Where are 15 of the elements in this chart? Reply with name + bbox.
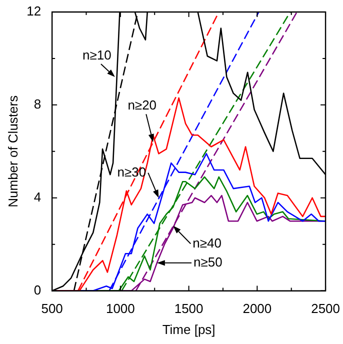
x-tick-label: 1500 xyxy=(174,301,204,316)
x-axis-title: Time [ps] xyxy=(162,322,216,337)
y-axis-title: Number of Clusters xyxy=(5,94,20,208)
annotation: n≥40 xyxy=(192,235,222,250)
x-tick-label: 2000 xyxy=(242,301,272,316)
x-tick-label: 1000 xyxy=(106,301,135,316)
y-tick-label: 12 xyxy=(26,4,42,19)
annotation: n≥50 xyxy=(194,254,222,270)
y-tick-label: 4 xyxy=(34,189,42,204)
y-tick-label: 0 xyxy=(34,282,42,298)
annotation: n≥20 xyxy=(128,98,157,113)
annotation: n≥10 xyxy=(82,48,112,63)
y-tick-label: 8 xyxy=(34,96,42,112)
x-tick-label: 2500 xyxy=(311,301,340,316)
x-tick-label: 500 xyxy=(41,301,63,316)
